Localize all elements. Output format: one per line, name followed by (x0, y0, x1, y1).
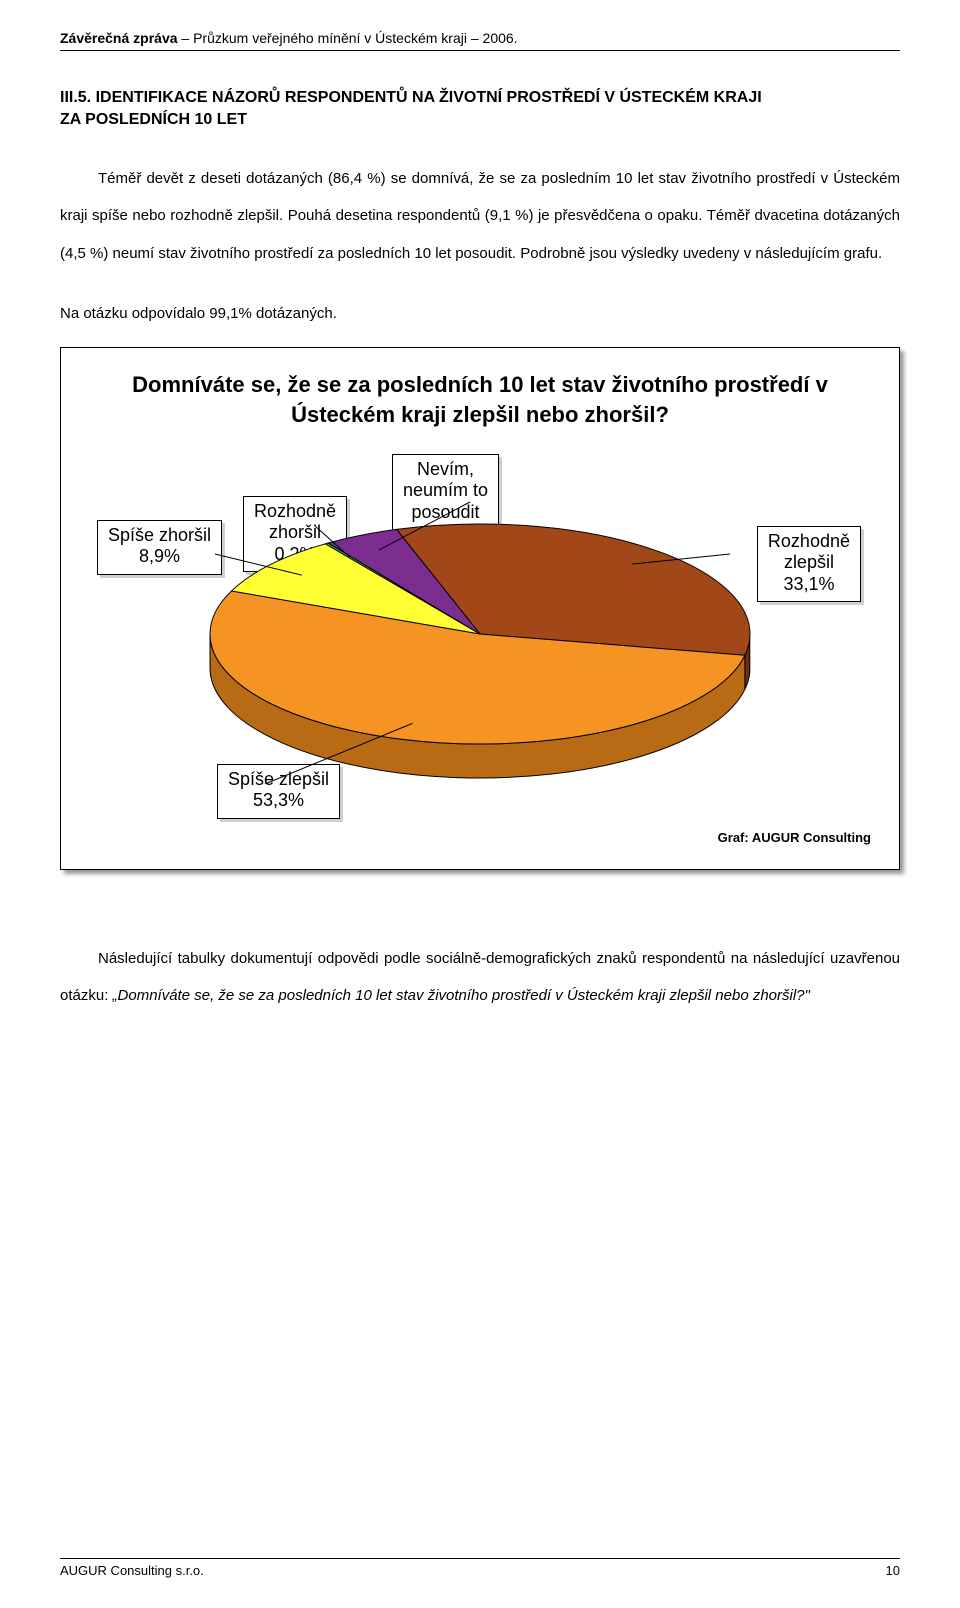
chart-card: Domníváte se, že se za posledních 10 let… (60, 347, 900, 869)
section-title-line2: ZA POSLEDNÍCH 10 LET (60, 109, 900, 131)
header-bold: Závěrečná zpráva (60, 30, 178, 46)
section-title-line1: III.5. IDENTIFIKACE NÁZORŮ RESPONDENTŮ N… (60, 87, 900, 109)
label-line: Nevím, (403, 459, 488, 481)
header-divider (60, 50, 900, 51)
followup-paragraph: Následující tabulky dokumentují odpovědi… (60, 940, 900, 1015)
section-title: III.5. IDENTIFIKACE NÁZORŮ RESPONDENTŮ N… (60, 87, 900, 132)
response-rate-line: Na otázku odpovídalo 99,1% dotázaných. (60, 300, 900, 327)
label-line: 53,3% (228, 790, 329, 812)
page-footer: AUGUR Consulting s.r.o. 10 (60, 1558, 900, 1578)
pie-chart (170, 484, 790, 784)
body-paragraph: Téměř devět z deseti dotázaných (86,4 %)… (60, 160, 900, 273)
document-header: Závěrečná zpráva – Průzkum veřejného mín… (60, 30, 900, 46)
chart-title: Domníváte se, že se za posledních 10 let… (89, 370, 871, 429)
chart-area: Spíše zhoršil 8,9% Rozhodně zhoršil 0,2%… (89, 454, 871, 834)
footer-page-number: 10 (886, 1563, 900, 1578)
header-rest: – Průzkum veřejného mínění v Ústeckém kr… (178, 30, 518, 46)
followup-italic: „Domníváte se, že se za posledních 10 le… (113, 987, 810, 1004)
footer-left: AUGUR Consulting s.r.o. (60, 1563, 204, 1578)
